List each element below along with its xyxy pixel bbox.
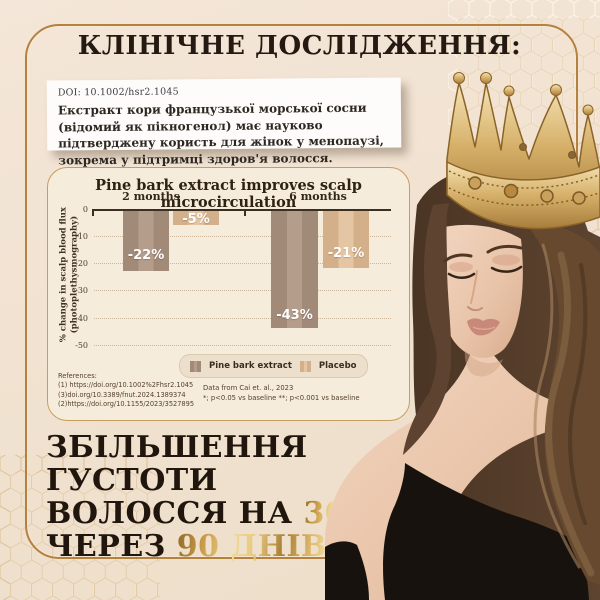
- woman-with-crown-photo: [325, 72, 600, 600]
- references-block: References: (1) https://doi.org/10.1002%…: [58, 372, 194, 409]
- crown-jewel-1: [468, 176, 482, 190]
- legend-label-pine: Pine bark extract: [209, 361, 292, 371]
- hair-cascade-right: [525, 222, 600, 585]
- gridline-10: [94, 236, 391, 237]
- crown-jewel-2: [503, 183, 519, 199]
- crown-ball-4: [550, 84, 562, 96]
- page-title: КЛІНІЧНЕ ДОСЛІДЖЕННЯ:: [77, 31, 522, 61]
- legend-label-placebo: Placebo: [318, 361, 357, 371]
- significance-note: *; p<0.05 vs baseline **; p<0.001 vs bas…: [203, 394, 360, 403]
- legend-swatch-pine: [190, 360, 201, 372]
- gridline-20: [94, 263, 391, 264]
- bar-value-placebo-6months: -21%: [327, 246, 365, 261]
- y-axis-label: % change in scalp blood flux (photopleth…: [58, 207, 79, 343]
- bar-pine-6months: [271, 211, 318, 328]
- bar-chart-plot: 2 months 6 months 0 -10 -20 -30 -40 -50 …: [48, 168, 409, 420]
- ytick-10: -10: [75, 232, 88, 241]
- axis-tick-left: [92, 209, 94, 216]
- crown-ball-1: [453, 72, 465, 84]
- bar-pine-2months: [123, 211, 169, 271]
- nose: [470, 270, 478, 304]
- closed-eye-left: [447, 272, 476, 279]
- crown-stud-2: [568, 151, 576, 159]
- eyeshadow-right: [492, 254, 520, 266]
- eyeshadow-left: [449, 262, 473, 272]
- claim-line-2: ГУСТОТИ: [46, 463, 218, 498]
- crown-jewel-3: [540, 189, 554, 203]
- gridline-40: [94, 318, 391, 319]
- ytick-50: -50: [75, 341, 88, 350]
- nostril: [467, 306, 483, 312]
- crown-ball-2: [480, 72, 492, 84]
- axis-tick-center: [244, 209, 246, 216]
- crown-band-trim-top: [448, 170, 600, 189]
- ytick-0: 0: [82, 205, 88, 214]
- closed-eye-right: [490, 265, 523, 273]
- lip-highlight: [472, 326, 496, 330]
- black-sleeve: [325, 541, 369, 600]
- references-heading: References:: [58, 372, 97, 380]
- crown-ball-5: [582, 104, 594, 116]
- eyebrow-right: [486, 244, 523, 254]
- claim-line-1: ЗБІЛЬШЕННЯ: [46, 430, 308, 465]
- legend-swatch-placebo: [299, 360, 311, 372]
- neck-shadow: [464, 350, 503, 377]
- black-top: [383, 463, 589, 600]
- chart-card: Pine bark extract improves scalp microci…: [47, 167, 410, 421]
- ytick-40: -40: [75, 314, 88, 323]
- reference-item: (2)https://doi.org/10.1155/2023/3527895: [58, 400, 195, 409]
- bar-value-placebo-2months: -5%: [182, 212, 210, 227]
- hair-wave-highlight-3: [568, 263, 588, 525]
- hair-strand-left: [403, 203, 452, 455]
- gridline-30: [94, 290, 391, 291]
- lips: [467, 318, 500, 336]
- crown-jewel-4: [572, 191, 586, 205]
- chart-legend: Pine bark extract Placebo: [179, 354, 368, 378]
- claim-line-4: ЧЕРЕЗ 90 ДНІВ: [46, 529, 327, 564]
- reference-item: (1) https://doi.org/10.1002%2Fhsr2.1045: [58, 381, 194, 390]
- bar-placebo-6months: [323, 211, 369, 269]
- claim-90-days: 90 ДНІВ: [176, 529, 327, 564]
- data-note: Data from Cai et. al., 2023: [203, 384, 294, 392]
- face: [434, 224, 523, 358]
- bar-value-pine-2months: -22%: [127, 248, 165, 263]
- bar-value-pine-6months: -43%: [276, 308, 313, 323]
- ytick-20: -20: [75, 259, 88, 268]
- data-source-note: Data from Cai et. al., 2023 *; p<0.05 vs…: [203, 383, 360, 403]
- eyebrow-left: [443, 253, 473, 263]
- reference-item: (3)doi.org/10.3389/fnut.2024.1389374: [58, 390, 186, 399]
- group-label-6-months: 6 months: [289, 190, 347, 203]
- hair-wave-highlight-1: [545, 251, 595, 577]
- ytick-30: -30: [75, 286, 88, 295]
- hair-wave-highlight-2: [533, 243, 581, 569]
- x-axis-zero-line: [94, 209, 391, 211]
- chart-title: Pine bark extract improves scalp microci…: [95, 177, 362, 211]
- crown-stud-1: [519, 143, 527, 151]
- bar-placebo-2months: [173, 211, 219, 225]
- crown-ball-3: [503, 85, 515, 97]
- gridline-50: [94, 345, 391, 346]
- group-label-2-months: 2 months: [122, 190, 180, 203]
